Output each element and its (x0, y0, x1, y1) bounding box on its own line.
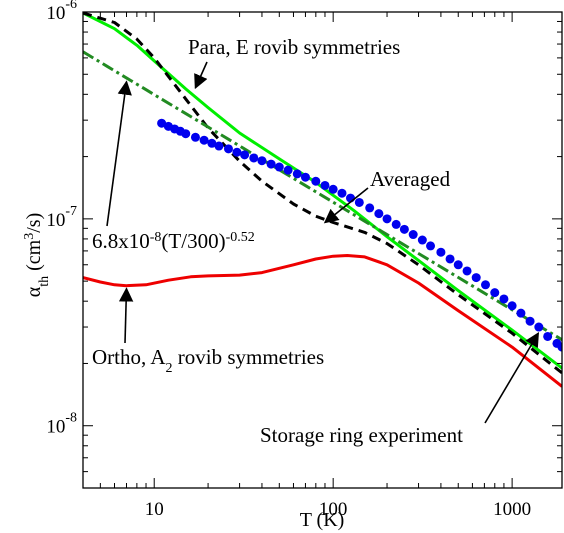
data-point (525, 316, 535, 326)
series-fit-line (83, 50, 562, 341)
data-point (543, 331, 553, 341)
data-point (320, 180, 330, 190)
data-point (207, 138, 217, 148)
data-point (157, 118, 167, 128)
data-point (382, 214, 392, 224)
annotation-part: (T/300) (161, 229, 225, 253)
data-point (214, 141, 224, 151)
y-tick-base: 10 (46, 417, 65, 438)
annotation-part: -8 (150, 230, 162, 245)
data-point (365, 203, 375, 213)
data-point (266, 159, 276, 169)
data-point (534, 322, 544, 332)
annotation-arrow-storage (484, 331, 540, 424)
data-point (199, 135, 209, 145)
annotation-fit: 6.8x10-8(T/300)-0.52 (92, 229, 255, 253)
data-point (292, 169, 302, 179)
data-point (181, 129, 191, 139)
data-point (516, 308, 526, 318)
y-tick-base: 10 (46, 3, 65, 24)
series-storage_ring (157, 118, 562, 352)
data-point (274, 162, 284, 172)
annotation-part: rovib symmetries (173, 345, 325, 369)
plot-frame (82, 11, 563, 489)
data-point (232, 147, 242, 157)
annotation-arrow-averaged (323, 187, 369, 224)
data-point (436, 247, 446, 257)
data-point (408, 230, 418, 240)
data-point (190, 132, 200, 142)
data-point (453, 260, 463, 270)
annotation-arrow-para (194, 61, 208, 90)
data-point (391, 219, 401, 229)
data-point (257, 156, 267, 166)
data-point (399, 224, 409, 234)
y-tick-exponent: -7 (65, 204, 77, 219)
y-axis-label: αth (cm3/s) (22, 213, 52, 297)
data-point (480, 280, 490, 290)
data-point (223, 144, 233, 154)
series-ortho-line (83, 254, 562, 388)
data-point (300, 172, 310, 182)
data-point (507, 301, 517, 311)
x-tick-label: 10 (145, 499, 164, 520)
data-point (337, 188, 347, 198)
y-tick-exponent: -8 (65, 411, 77, 426)
y-label-exponent: 3 (22, 233, 37, 240)
annotation-part: Averaged (370, 167, 451, 191)
data-point (557, 342, 562, 352)
data-point (374, 209, 384, 219)
data-point (417, 235, 427, 245)
x-tick-label: 100 (319, 499, 348, 520)
annotation-para: Para, E rovib symmetries (188, 35, 400, 59)
annotation-arrow-ortho (118, 287, 134, 344)
y-label-per-second: /s) (23, 213, 45, 233)
annotation-arrow-fit (106, 80, 132, 227)
y-tick-label: 10-7 (46, 204, 77, 231)
data-point (240, 150, 250, 160)
annotation-part: 6.8x10 (92, 229, 150, 253)
y-tick-label: 10-6 (46, 0, 77, 24)
data-point (426, 241, 436, 251)
data-point (462, 266, 472, 276)
series-layer (83, 12, 562, 388)
x-tick-label: 1000 (493, 499, 531, 520)
annotation-part: Para, E rovib symmetries (188, 35, 400, 59)
annotation-part: -0.52 (226, 230, 255, 245)
y-label-subscript: th (37, 276, 52, 287)
series-averaged-line (83, 12, 562, 375)
annotation-ortho: Ortho, A2 rovib symmetries (92, 345, 324, 376)
annotation-storage: Storage ring experiment (260, 423, 463, 447)
data-point (499, 294, 509, 304)
data-point (249, 153, 259, 163)
data-point (471, 273, 481, 283)
y-label-alpha: α (23, 286, 45, 297)
annotation-part: Ortho, A (92, 345, 166, 369)
data-point (311, 176, 321, 186)
data-point (354, 197, 364, 207)
y-tick-label: 10-8 (46, 411, 77, 438)
x-axis-label: T (K) (300, 509, 345, 531)
plot-area (83, 12, 562, 488)
y-tick-exponent: -6 (65, 0, 77, 12)
annotation-layer: Para, E rovib symmetries Averaged 6.8x10-8… (92, 35, 540, 447)
data-point (328, 184, 338, 194)
y-tick-base: 10 (46, 210, 65, 231)
data-point (283, 165, 293, 175)
annotation-averaged: Averaged (370, 167, 451, 191)
data-point (445, 254, 455, 264)
annotation-part: Storage ring experiment (260, 423, 463, 447)
annotation-part: 2 (166, 361, 173, 376)
y-label-unit: (cm (23, 239, 45, 276)
data-point (490, 288, 500, 298)
